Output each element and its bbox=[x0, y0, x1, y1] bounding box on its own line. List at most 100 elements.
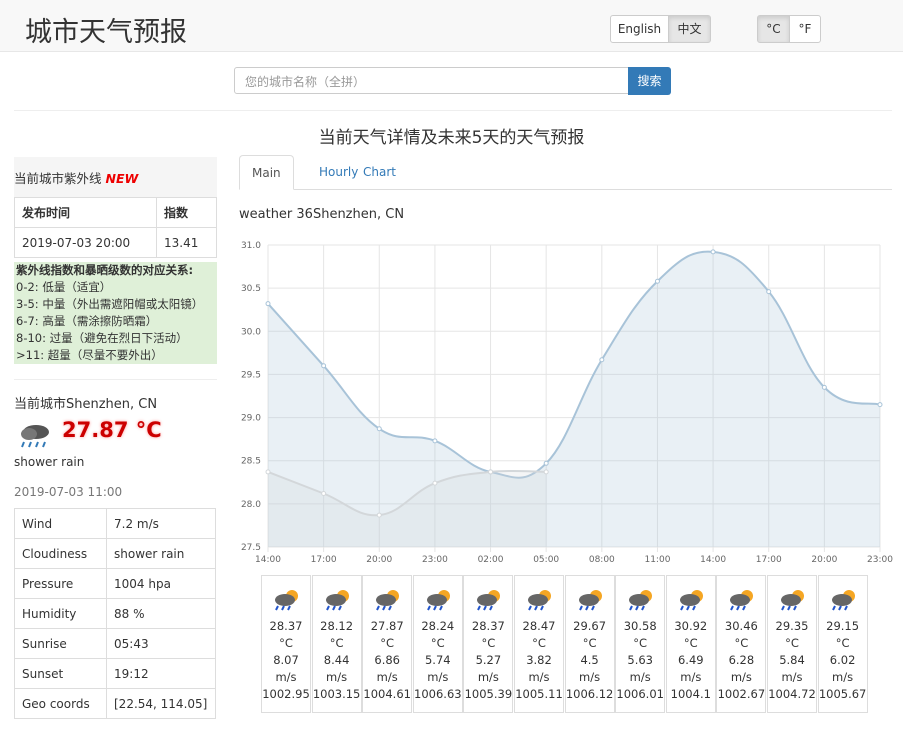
card-line: m/s bbox=[477, 670, 499, 684]
card-line: 1002.95 bbox=[262, 687, 310, 701]
card-line: 28.37 bbox=[471, 619, 505, 633]
uv-legend-line: 0-2: 低量（适宜） bbox=[16, 280, 112, 294]
card-line: °C bbox=[532, 636, 546, 650]
navbar bbox=[0, 0, 903, 52]
forecast-card: 30.46 °C 6.28 m/s 1002.67 bbox=[716, 575, 767, 713]
tab[interactable]: Main bbox=[239, 155, 294, 190]
row: Pressure 1004 hpa bbox=[14, 568, 216, 599]
temp-value: 27.87 bbox=[62, 418, 129, 442]
td: Wind bbox=[14, 508, 107, 539]
card-line: °C bbox=[329, 636, 344, 650]
card-line: 30.46 bbox=[724, 619, 758, 633]
card-line: 5.84 bbox=[779, 653, 805, 667]
card-line: 28.24 bbox=[421, 619, 455, 633]
uv-legend-title: 紫外线指数和暴晒级数的对应关系: bbox=[16, 263, 194, 277]
lang-chinese[interactable]: 中文 bbox=[668, 15, 711, 43]
th: 发布时间 bbox=[14, 197, 157, 228]
area bbox=[268, 470, 547, 547]
card-line: 29.35 bbox=[775, 619, 809, 633]
point bbox=[488, 469, 494, 475]
point bbox=[877, 402, 883, 408]
card-line: m/s bbox=[832, 670, 854, 684]
card-line: 30.58 bbox=[623, 619, 657, 633]
y-tick-label: 30.5 bbox=[241, 284, 261, 294]
forecast-card: 28.24 °C 5.74 m/s 1006.63 bbox=[412, 575, 463, 713]
forecast-card: 30.58 °C 5.63 m/s 1006.01 bbox=[615, 575, 666, 713]
card-line: 27.87 bbox=[370, 619, 404, 633]
card-line: m/s bbox=[528, 670, 550, 684]
stats-table: Wind 7.2 m/s Cloudiness shower rain Pressure… bbox=[14, 508, 216, 719]
td: 2019-07-03 20:00 bbox=[14, 227, 157, 258]
td: Sunrise bbox=[14, 628, 107, 659]
card-line: °C bbox=[633, 636, 648, 650]
card-line: 6.86 bbox=[374, 653, 400, 667]
card-line: 1006.12 bbox=[565, 687, 614, 701]
forecast-card: 29.67 °C 4.5 m/s 1006.12 bbox=[564, 575, 615, 713]
weather-icon bbox=[426, 590, 450, 611]
tabs: Main Hourly Chart bbox=[239, 155, 892, 190]
card-line: 6.49 bbox=[677, 653, 704, 667]
card-line: m/s bbox=[326, 670, 348, 684]
card-line: °C bbox=[582, 636, 597, 650]
description: shower rain bbox=[14, 455, 85, 469]
card-line: m/s bbox=[427, 670, 449, 684]
lang-english[interactable]: English bbox=[610, 15, 669, 43]
weather-icon bbox=[831, 590, 855, 611]
row: Humidity 88 % bbox=[14, 598, 216, 629]
card-line: 6.02 bbox=[829, 653, 856, 667]
tab[interactable]: Chart bbox=[363, 165, 396, 179]
card-line: 1004.1 bbox=[670, 687, 711, 701]
line bbox=[267, 250, 881, 479]
forecast-card: 28.37 °C 8.07 m/s 1002.95 bbox=[261, 575, 311, 713]
search-input[interactable]: 您的城市名称（全拼） bbox=[234, 67, 629, 94]
td: Cloudiness bbox=[14, 538, 107, 569]
row: Cloudiness shower rain bbox=[14, 538, 216, 569]
tab[interactable]: Hourly bbox=[319, 165, 359, 179]
td: shower rain bbox=[106, 538, 216, 569]
card-line: 1006.63 bbox=[414, 687, 462, 701]
forecast-card: 28.37 °C 5.27 m/s 1005.39 bbox=[463, 575, 514, 713]
card-line: 28.47 bbox=[522, 619, 556, 633]
x-tick-label: 17:00 bbox=[756, 555, 782, 565]
card-line: 1005.11 bbox=[515, 687, 563, 701]
point bbox=[766, 289, 772, 295]
y-tick-label: 29.0 bbox=[241, 414, 261, 424]
card-line: 1005.67 bbox=[818, 687, 867, 701]
forecast-card: 29.15 °C 6.02 m/s 1005.67 bbox=[817, 575, 868, 713]
weather-icon bbox=[528, 590, 551, 611]
td: 13.41 bbox=[156, 227, 217, 258]
current-temp: 27.87 °C bbox=[62, 418, 162, 442]
card-line: m/s bbox=[680, 670, 702, 684]
card-line: 4.5 bbox=[580, 653, 599, 667]
card-line: °C bbox=[785, 636, 799, 650]
card-line: 3.82 bbox=[526, 653, 552, 667]
uv-legend-line: >11: 超量（尽量不要外出） bbox=[16, 348, 163, 362]
card-line: °C bbox=[734, 636, 749, 650]
weather-icon bbox=[578, 590, 602, 611]
search-button[interactable]: 搜索 bbox=[628, 67, 671, 95]
td: Geo coords bbox=[14, 688, 107, 719]
uv-legend-line: 3-5: 中量（外出需遮阳帽或太阳镜） bbox=[16, 297, 204, 311]
forecast-card: 29.35 °C 5.84 m/s 1004.72 bbox=[767, 575, 817, 713]
card-line: 29.67 bbox=[573, 619, 607, 633]
card-line: 6.28 bbox=[728, 653, 755, 667]
point bbox=[599, 357, 605, 363]
point bbox=[321, 491, 327, 497]
card-line: 5.27 bbox=[475, 653, 502, 667]
row: Sunrise 05:43 bbox=[14, 628, 216, 659]
td: Humidity bbox=[14, 598, 107, 629]
td: Pressure bbox=[14, 568, 107, 599]
uv-legend-line: 8-10: 过量（避免在烈日下活动） bbox=[16, 331, 188, 345]
x-tick-label: 14:00 bbox=[700, 555, 726, 565]
td: 88 % bbox=[106, 598, 216, 629]
weather-icon bbox=[325, 590, 349, 611]
unit-celsius[interactable]: °C bbox=[757, 15, 790, 43]
unit-fahrenheit[interactable]: °F bbox=[789, 15, 821, 43]
divider bbox=[14, 110, 892, 111]
card-line: 28.37 bbox=[269, 619, 303, 633]
heading: 当前天气详情及未来5天的天气预报 bbox=[318, 128, 585, 148]
card-line: °C bbox=[683, 636, 698, 650]
card-line: 1006.01 bbox=[616, 687, 664, 701]
card-line: 8.07 bbox=[273, 653, 299, 667]
